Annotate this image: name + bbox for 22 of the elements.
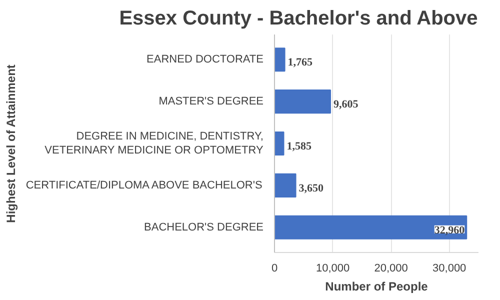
y-tick-label: CERTIFICATE/DIPLOMA ABOVE BACHELOR'S — [26, 179, 262, 192]
x-tick-label: 30,000 — [432, 262, 466, 274]
y-tick-label: MASTER'S DEGREE — [158, 96, 264, 108]
bar — [274, 90, 331, 114]
y-tick-label: BACHELOR'S DEGREE — [144, 221, 264, 234]
bar — [274, 173, 296, 198]
bar — [274, 215, 468, 240]
y-tick-label: EARNED DOCTORATE — [146, 54, 264, 66]
x-tick-label: 10,000 — [316, 262, 350, 274]
chart-title: Essex County - Bachelor's and Above — [119, 8, 478, 30]
data-label: 9,605 — [333, 98, 359, 111]
data-label: 1,765 — [288, 56, 314, 69]
y-axis-title: Highest Level of Attainment — [4, 64, 18, 223]
x-axis-title: Number of People — [325, 280, 428, 294]
data-label: 3,650 — [298, 182, 324, 194]
y-tick-label: DEGREE IN MEDICINE, DENTISTRY, VETERINARY MEDICINE OR OPTOMETRY — [44, 130, 264, 157]
data-label: 1,585 — [286, 140, 312, 152]
x-tick-label: 0 — [271, 262, 278, 274]
x-tick-label: 20,000 — [374, 262, 408, 274]
bar — [274, 131, 284, 156]
bar — [274, 48, 286, 72]
data-label: 32,960 — [434, 224, 466, 236]
